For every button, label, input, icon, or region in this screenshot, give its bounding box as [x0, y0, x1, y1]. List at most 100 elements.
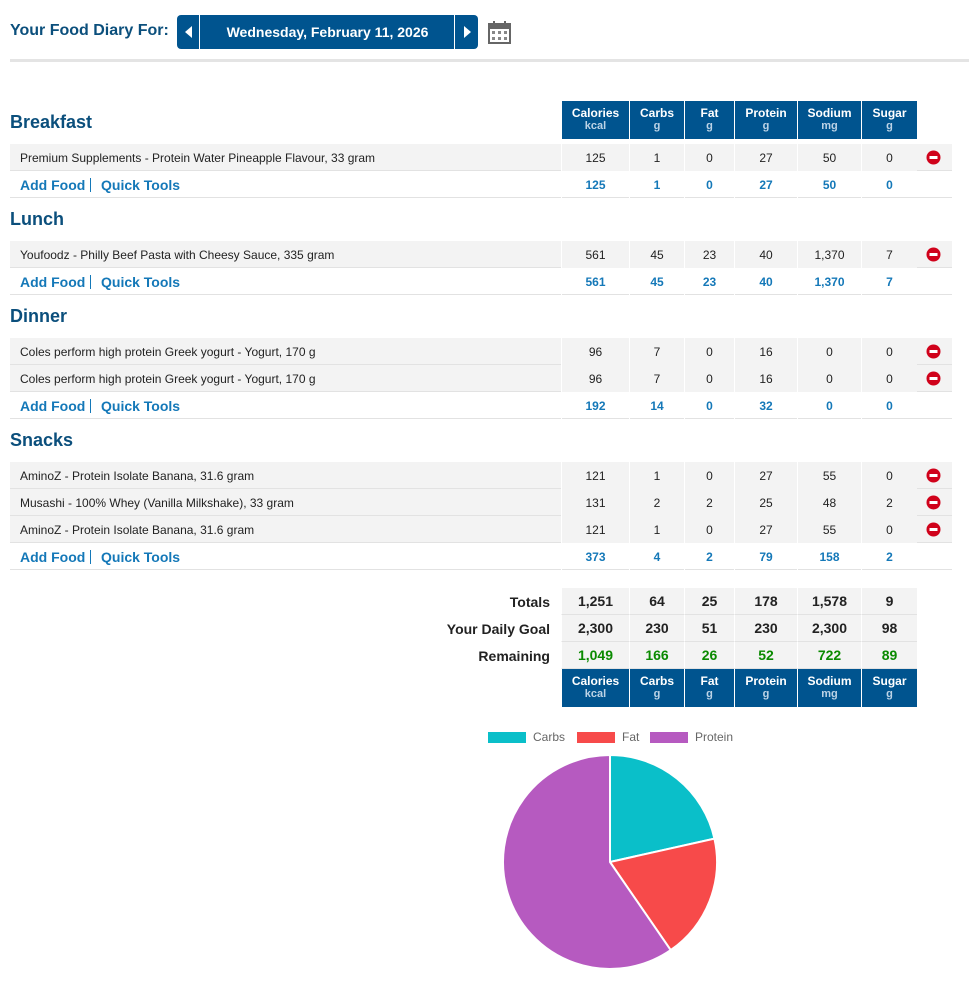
value-cell: 2 [861, 543, 917, 570]
summary-value: 230 [629, 615, 684, 642]
value-cell: 48 [797, 489, 861, 516]
value-cell: 0 [797, 365, 861, 392]
date-bar: Wednesday, February 11, 2026 [177, 15, 478, 49]
value-cell: 45 [629, 241, 684, 268]
column-unit: g [706, 688, 713, 700]
column-name: Protein [745, 106, 787, 120]
meal-title: Breakfast [10, 112, 93, 132]
column-unit: g [762, 688, 770, 700]
food-name: AminoZ - Protein Isolate Banana, 31.6 gr… [20, 522, 255, 537]
summary-value: 230 [734, 615, 797, 642]
value-cell: 0 [684, 462, 734, 489]
delete-button[interactable] [926, 247, 941, 262]
value-cell: 373 [561, 543, 629, 570]
column-header: Sodium mg [797, 101, 861, 139]
delete-button[interactable] [926, 344, 941, 359]
meal-title: Dinner [10, 306, 68, 326]
link-separator [90, 275, 91, 289]
add-food-link[interactable]: Add Food [20, 548, 86, 565]
pie-slice [502, 753, 673, 970]
add-food-link[interactable]: Add Food [20, 176, 86, 193]
quick-tools-link[interactable]: Quick Tools [101, 397, 181, 414]
diary-title: Your Food Diary For: [10, 22, 169, 39]
value-cell: 16 [734, 338, 797, 365]
food-name: Premium Supplements - Protein Water Pine… [20, 150, 376, 165]
column-unit: kcal [584, 688, 607, 700]
value-cell: 1,370 [797, 241, 861, 268]
value-cell: 131 [561, 489, 629, 516]
column-header: Calories kcal [561, 669, 629, 707]
column-unit: g [653, 688, 661, 700]
legend-swatch [577, 732, 615, 743]
summary-value: 1,049 [561, 642, 629, 669]
value-cell: 16 [734, 365, 797, 392]
column-unit: g [886, 120, 893, 132]
value-cell: 0 [684, 365, 734, 392]
column-header: Fat g [684, 101, 734, 139]
delete-icon [926, 247, 941, 262]
add-food-link[interactable]: Add Food [20, 273, 86, 290]
summary-value: 25 [684, 588, 734, 615]
column-name: Carbs [639, 674, 674, 688]
summary-value: 98 [861, 615, 917, 642]
legend-label: Fat [622, 730, 640, 744]
add-food-link[interactable]: Add Food [20, 397, 86, 414]
value-cell: 96 [561, 365, 629, 392]
value-cell: 45 [629, 268, 684, 295]
column-header: Sugar g [861, 101, 917, 139]
column-unit: kcal [584, 120, 607, 132]
value-cell: 121 [561, 462, 629, 489]
link-separator [90, 399, 91, 413]
value-cell: 27 [734, 144, 797, 171]
summary-value: 9 [861, 588, 917, 615]
value-cell: 192 [561, 392, 629, 419]
prev-day[interactable] [177, 15, 200, 49]
summary-label: Totals [509, 593, 550, 610]
column-unit: g [762, 120, 770, 132]
value-cell: 27 [734, 516, 797, 543]
column-name: Protein [745, 674, 787, 688]
column-unit: g [886, 688, 893, 700]
delete-button[interactable] [926, 468, 941, 483]
quick-tools-link[interactable]: Quick Tools [101, 176, 181, 193]
summary-value: 1,578 [797, 588, 861, 615]
value-cell: 561 [561, 241, 629, 268]
column-name: Sodium [807, 106, 852, 120]
delete-button[interactable] [926, 150, 941, 165]
column-header: Carbs g [629, 669, 684, 707]
value-cell: 23 [684, 241, 734, 268]
delete-button[interactable] [926, 495, 941, 510]
value-cell: 7 [861, 241, 917, 268]
quick-tools-link[interactable]: Quick Tools [101, 548, 181, 565]
value-cell: 7 [629, 338, 684, 365]
totals-row [10, 392, 952, 419]
summary-value: 52 [734, 642, 797, 669]
delete-icon [926, 371, 941, 386]
legend-swatch [488, 732, 526, 743]
quick-tools-link[interactable]: Quick Tools [101, 273, 181, 290]
value-cell: 125 [561, 171, 629, 198]
next-day[interactable] [454, 15, 478, 49]
summary-label: Remaining [478, 647, 550, 664]
value-cell: 23 [684, 268, 734, 295]
calendar-icon[interactable] [487, 20, 513, 46]
delete-icon [926, 344, 941, 359]
value-cell: 27 [734, 462, 797, 489]
delete-button[interactable] [926, 522, 941, 537]
delete-icon [926, 522, 941, 537]
date: Wednesday, February 11, 2026 [226, 24, 429, 40]
column-unit: mg [821, 688, 838, 700]
column-header: Protein g [734, 669, 797, 707]
delete-button[interactable] [926, 371, 941, 386]
summary-value: 1,251 [561, 588, 629, 615]
value-cell: 2 [629, 489, 684, 516]
value-cell: 1 [629, 171, 684, 198]
summary-value: 89 [861, 642, 917, 669]
value-cell: 0 [797, 338, 861, 365]
pie-slice [609, 753, 716, 864]
value-cell: 0 [861, 462, 917, 489]
value-cell: 1 [629, 462, 684, 489]
value-cell: 0 [861, 171, 917, 198]
totals-row [10, 543, 952, 570]
